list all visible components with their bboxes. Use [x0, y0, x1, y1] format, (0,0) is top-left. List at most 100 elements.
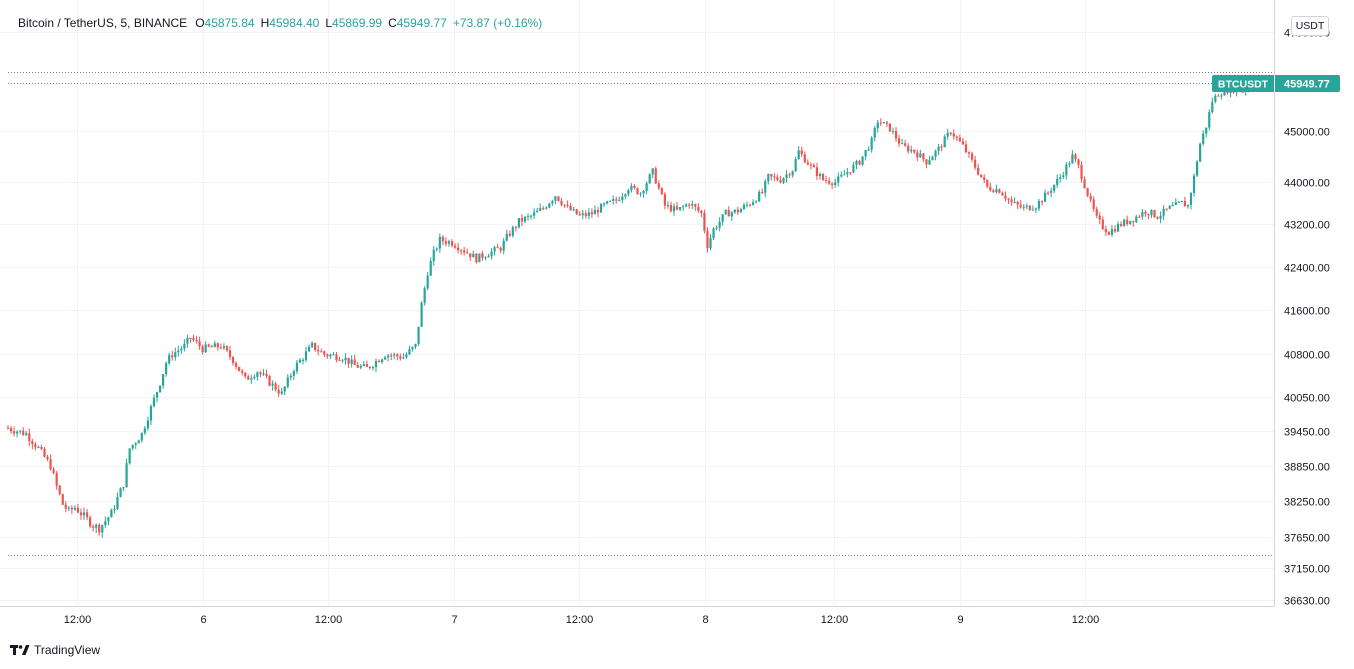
- candle: [742, 202, 746, 211]
- candle-body: [986, 179, 989, 187]
- candle: [843, 169, 846, 176]
- candle: [295, 359, 299, 374]
- candle-body: [1101, 219, 1104, 229]
- candle-body: [326, 354, 329, 357]
- candle: [420, 301, 423, 327]
- candle-body: [231, 357, 235, 364]
- candle-body: [560, 200, 563, 205]
- candle-body: [639, 193, 642, 195]
- candle-body: [347, 357, 350, 364]
- candle: [545, 205, 548, 210]
- candle-body: [599, 204, 603, 213]
- brand-name: TradingView: [34, 643, 101, 657]
- candle-body: [49, 459, 52, 470]
- candle: [651, 168, 654, 179]
- candle: [523, 215, 527, 224]
- candle-body: [417, 326, 420, 344]
- candle-body: [1171, 204, 1174, 206]
- time-tick-label: 9: [957, 614, 963, 626]
- candle-body: [1016, 201, 1019, 205]
- candle: [1171, 201, 1174, 207]
- candle: [621, 192, 624, 204]
- candle: [961, 137, 965, 145]
- price-axis[interactable]: 47000.0045000.0044000.0043200.0042400.00…: [1284, 28, 1330, 608]
- tradingview-brand[interactable]: TradingView: [10, 643, 100, 657]
- currency-unit-button[interactable]: USDT: [1291, 16, 1329, 36]
- candle: [755, 200, 758, 204]
- time-axis[interactable]: 12:00 6 12:00 7 12:00 8 12:00 9 12:00: [64, 614, 1100, 626]
- candle-body: [536, 210, 539, 213]
- candle: [368, 366, 371, 370]
- candle: [590, 208, 594, 218]
- candle-body: [1135, 216, 1138, 223]
- candle-body: [964, 144, 968, 153]
- candle-body: [1189, 192, 1193, 206]
- candle-body: [1043, 192, 1047, 202]
- candle-body: [265, 373, 268, 377]
- candle: [736, 206, 739, 215]
- candle: [815, 162, 819, 181]
- time-tick-label: 6: [200, 614, 206, 626]
- open-value: 45875.84: [204, 16, 255, 30]
- candle-body: [618, 200, 621, 202]
- candle-body: [189, 337, 192, 339]
- candle: [432, 245, 435, 266]
- candle: [685, 203, 688, 208]
- candle-body: [1241, 91, 1244, 93]
- candle-body: [1214, 95, 1217, 102]
- candle-body: [1074, 154, 1077, 160]
- candle-body: [843, 174, 846, 176]
- candle-body: [1116, 224, 1120, 232]
- candle: [876, 119, 879, 133]
- candle-body: [472, 253, 475, 258]
- candle: [371, 365, 375, 371]
- candle: [359, 363, 362, 370]
- candle: [803, 151, 806, 164]
- change-value: +73.87 (+0.16%): [452, 16, 543, 30]
- candle: [104, 516, 107, 529]
- candle: [198, 336, 201, 350]
- candle-body: [1037, 201, 1041, 209]
- candle: [204, 341, 207, 353]
- candle-body: [292, 371, 295, 376]
- candle-body: [146, 420, 149, 429]
- candle: [1141, 208, 1144, 220]
- candle-body: [499, 247, 502, 251]
- last-price-marker: BTCUSDT 45949.77: [8, 75, 1340, 92]
- candle-body: [852, 164, 855, 173]
- candle: [1220, 93, 1223, 100]
- price-tick-label: 36630.00: [1284, 596, 1330, 608]
- candle: [657, 180, 660, 191]
- candle: [946, 128, 949, 140]
- candle: [551, 199, 554, 206]
- candle: [980, 174, 983, 178]
- candle: [1077, 158, 1080, 169]
- candle: [92, 524, 95, 532]
- candle: [19, 430, 22, 435]
- candle-body: [961, 141, 965, 145]
- candle-body: [177, 350, 180, 353]
- low-value: 45869.99: [332, 16, 383, 30]
- candle: [910, 145, 913, 154]
- candle-body: [742, 204, 746, 210]
- candle: [800, 146, 803, 158]
- symbol-title[interactable]: Bitcoin / TetherUS, 5, BINANCE: [18, 16, 188, 30]
- candle: [849, 172, 852, 176]
- candle: [1016, 200, 1019, 210]
- candle: [1007, 197, 1010, 205]
- candle: [289, 373, 292, 381]
- candle: [219, 343, 222, 350]
- candle: [1153, 209, 1156, 219]
- candle: [557, 196, 560, 202]
- candle-body: [295, 362, 299, 372]
- candle: [572, 206, 575, 212]
- candle-body: [341, 360, 344, 362]
- candle: [1199, 142, 1202, 162]
- candle-body: [1186, 205, 1190, 207]
- candle-body: [858, 160, 861, 165]
- candle-body: [1177, 201, 1180, 203]
- candle-body: [727, 210, 730, 217]
- candle-body: [362, 364, 365, 366]
- candle: [73, 505, 77, 511]
